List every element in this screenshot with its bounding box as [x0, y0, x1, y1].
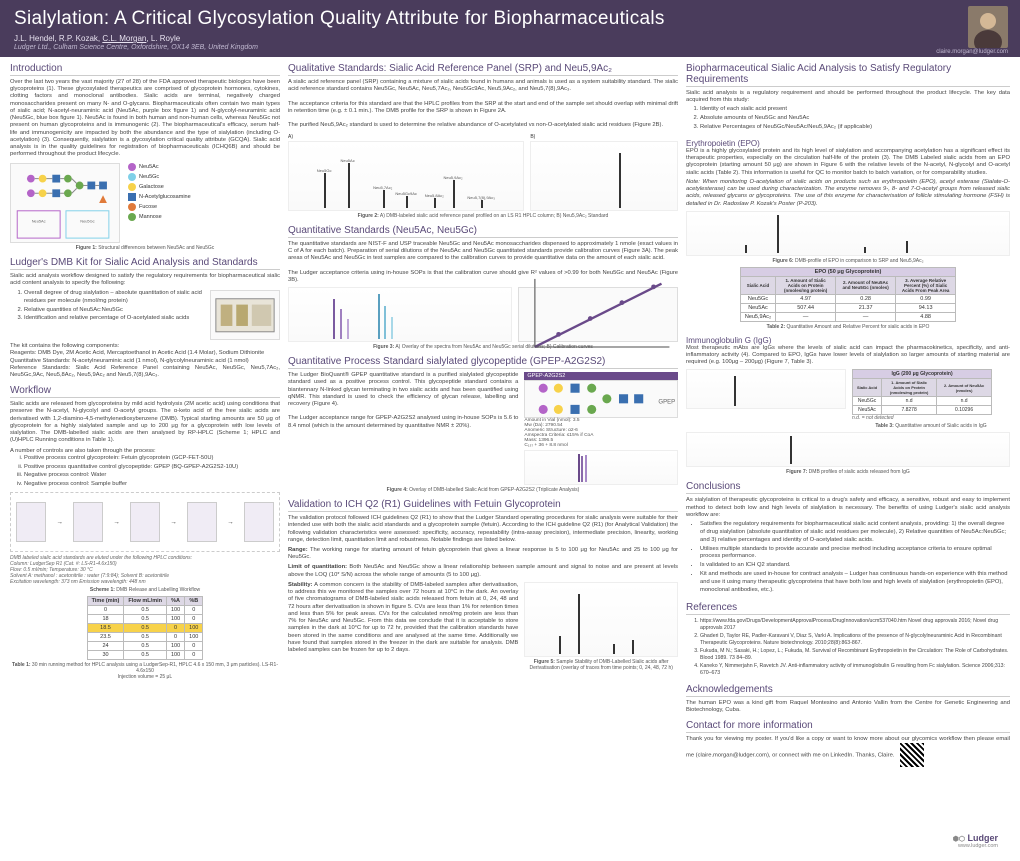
regulatory-lead: Sialic acid analysis is a regulatory req… [686, 90, 1010, 104]
table-2-caption: Table 2: Quantitative Amount and Relativ… [686, 324, 1010, 330]
ludger-logo: ⬢⬡ Ludger www.ludger.com [953, 833, 998, 849]
references-title: References [686, 602, 1010, 615]
workflow-controls-list: Positive process control glycoprotein: F… [10, 455, 280, 489]
svg-text:GPEP: GPEP [659, 400, 676, 406]
figure-2-caption: Figure 2: A) DMB-labeled sialic acid ref… [288, 213, 678, 219]
validation-stability: Stability: A common concern is the stabi… [288, 582, 518, 671]
section-conclusions: Conclusions As sialylation of therapeuti… [686, 481, 1010, 595]
igg-text: Most therapeutic mAbs are IgGs where the… [686, 345, 1010, 367]
regulatory-points: Identity of each sialic acid presentAbso… [686, 106, 1010, 131]
workflow-controls-lead: A number of controls are also taken thro… [10, 448, 280, 455]
figure-5-caption: Figure 5: Sample Stability of DMB-Labell… [524, 659, 678, 671]
affiliation: Ludger Ltd., Culham Science Centre, Oxfo… [14, 44, 1006, 51]
gpep-title: Quantitative Process Standard sialylated… [288, 356, 678, 369]
section-validation: Validation to ICH Q2 (R1) Guidelines wit… [288, 499, 678, 671]
section-contact: Contact for more information Thank you f… [686, 720, 1010, 767]
figure-6-chromatogram [686, 211, 1010, 256]
dmb-kit-title: Ludger's DMB Kit for Sialic Acid Analysi… [10, 257, 280, 270]
qr-code-icon [900, 743, 924, 767]
figure-7-caption: Figure 7: DMB profiles of sialic acids r… [686, 469, 1010, 475]
section-dmb-kit: Ludger's DMB Kit for Sialic Acid Analysi… [10, 257, 280, 380]
conclusions-lead: As sialylation of therapeutic glycoprote… [686, 497, 1010, 519]
ack-title: Acknowledgements [686, 684, 1010, 697]
igg-title: Immunoglobulin G (IgG) [686, 336, 1010, 345]
workflow-title: Workflow [10, 385, 280, 398]
figure-2b-chromatogram [530, 141, 678, 211]
scheme-1-flow: →→→→ [10, 492, 280, 552]
section-igg: Immunoglobulin G (IgG) Most therapeutic … [686, 336, 1010, 476]
epo-note: Note: When monitoring O-acetylation of s… [686, 179, 1010, 208]
hplc-conditions-note: DMB labeled sialic acid standards are el… [10, 555, 280, 585]
regulatory-title: Biopharmaceutical Sialic Acid Analysis t… [686, 63, 1010, 87]
authors-line: J.L. Hendel, R.P. Kozak, C.L. Morgan, L.… [14, 34, 1006, 43]
dmb-kit-lead: Sialic acid analysis workflow designed t… [10, 273, 280, 287]
epo-text: EPO is a highly glycosylated protein and… [686, 148, 1010, 177]
author-email: claire.morgan@ludger.com [936, 49, 1008, 55]
contact-title: Contact for more information [686, 720, 1010, 733]
figure-2a-chromatogram: Neu5GcNeu5AcNeu5,7Ac₂Neu5Gc9AcNeu5,8Ac₂N… [288, 141, 524, 211]
figure-7-bottom [686, 432, 1010, 467]
conclusions-bullets: Satisfies the regulatory requirements fo… [686, 521, 1010, 594]
dmb-kit-contents: The kit contains the following component… [10, 343, 280, 379]
figure-1-glycan: Neu5Ac Neu5Gc [10, 163, 120, 243]
intro-title: Introduction [10, 63, 280, 76]
figure-1-caption: Figure 1: Figure 1: Structural differenc… [10, 245, 280, 251]
table-2-epo: EPO (50 μg Glycoprotein)Sialic Acid1. Am… [740, 267, 956, 322]
quant-std-title: Quantitative Standards (Neu5Ac, Neu5Gc) [288, 225, 678, 238]
intro-text: Over the last two years the vast majorit… [10, 79, 280, 159]
qual-std-title: Qualitative Standards: Sialic Acid Refer… [288, 63, 678, 76]
author-photo [968, 6, 1008, 48]
figure-3b-calibration [518, 287, 678, 342]
section-introduction: Introduction Over the last two years the… [10, 63, 280, 251]
figure-4-chromatogram [524, 450, 678, 485]
section-gpep: Quantitative Process Standard sialylated… [288, 356, 678, 493]
section-workflow: Workflow Sialic acids are released from … [10, 385, 280, 680]
section-acknowledgements: Acknowledgements The human EPO was a kin… [686, 684, 1010, 714]
ack-text: The human EPO was a kind gift from Raque… [686, 700, 1010, 714]
qual-std-text: A sialic acid reference panel (SRP) cont… [288, 79, 678, 130]
svg-text:Neu5Ac: Neu5Ac [32, 218, 46, 223]
dmb-kit-photo [210, 290, 280, 340]
dmb-kit-points: Overall degree of drug sialylation – abs… [10, 290, 204, 340]
figure-6-caption: Figure 6: DMB-profile of EPO in comparis… [686, 258, 1010, 264]
svg-text:Neu5Gc: Neu5Gc [80, 218, 94, 223]
figure-4-caption: Figure 4: Overlay of DMB-labelled Sialic… [288, 487, 678, 493]
section-epo: Erythropoietin (EPO) EPO is a highly gly… [686, 139, 1010, 330]
table-3-caption: Table 3: Quantitative amount of Sialic a… [852, 423, 1010, 429]
validation-title: Validation to ICH Q2 (R1) Guidelines wit… [288, 499, 678, 512]
section-regulatory: Biopharmaceutical Sialic Acid Analysis t… [686, 63, 1010, 133]
section-quantitative-standards: Quantitative Standards (Neu5Ac, Neu5Gc) … [288, 225, 678, 350]
section-references: References https://www.fda.gov/Drugs/Dev… [686, 602, 1010, 678]
epo-title: Erythropoietin (EPO) [686, 139, 1010, 148]
validation-loq: Limit of quantitation: Both Neu5Ac and N… [288, 564, 678, 578]
gpep-glycan-structure: GPEP [524, 380, 678, 418]
validation-range: Range: Range: The working range for star… [288, 547, 678, 561]
validation-text: The validation protocol followed ICH gui… [288, 515, 678, 544]
conclusions-title: Conclusions [686, 481, 1010, 494]
section-qualitative-standards: Qualitative Standards: Sialic Acid Refer… [288, 63, 678, 219]
table-1-hplc: Time (min)Flow mL/min%A%B00.51000180.510… [87, 596, 204, 660]
workflow-text: Sialic acids are released from glycoprot… [10, 401, 280, 444]
sugar-legend: Neu5AcNeu5GcGalactoseN-Acetylglucosamine… [128, 163, 191, 223]
references-list: https://www.fda.gov/Drugs/DevelopmentApp… [686, 618, 1010, 677]
table-1-caption: Table 1: 30 min running method for HPLC … [10, 662, 280, 680]
poster-title: Sialylation: A Critical Glycosylation Qu… [14, 8, 1006, 30]
figure-3a-overlay [288, 287, 512, 342]
table-3-igg: IgG (200 μg Glycoprotein)Sialic Acid1. A… [852, 369, 992, 415]
table-3-footnote: n.d. = not detected [852, 415, 1010, 421]
figure-5-chromatogram [524, 582, 678, 657]
figure-7-left [686, 369, 846, 409]
gpep-text: The Ludger BioQuant® GPEP quantitative s… [288, 372, 518, 485]
contact-text: Thank you for viewing my poster. If you'… [686, 736, 1010, 767]
poster-header: Sialylation: A Critical Glycosylation Qu… [0, 0, 1020, 57]
scheme-1-caption: Scheme 1: DMB Release and Labelling Work… [10, 587, 280, 593]
